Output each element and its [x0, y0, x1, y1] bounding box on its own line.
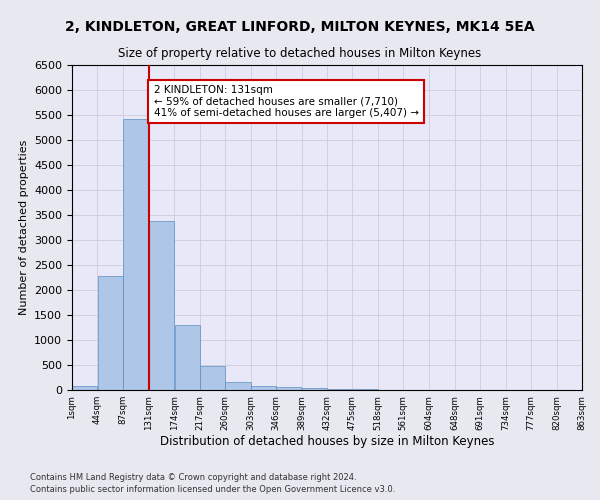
- Text: Size of property relative to detached houses in Milton Keynes: Size of property relative to detached ho…: [118, 48, 482, 60]
- Bar: [200, 366, 225, 390]
- Bar: [353, 389, 378, 390]
- Bar: [276, 387, 301, 390]
- Bar: [226, 382, 251, 390]
- Text: Contains public sector information licensed under the Open Government Licence v3: Contains public sector information licen…: [30, 486, 395, 494]
- Bar: [327, 389, 352, 390]
- X-axis label: Distribution of detached houses by size in Milton Keynes: Distribution of detached houses by size …: [160, 436, 494, 448]
- Bar: [72, 386, 97, 390]
- Bar: [123, 118, 148, 390]
- Y-axis label: Number of detached properties: Number of detached properties: [19, 140, 29, 315]
- Bar: [251, 386, 276, 390]
- Bar: [149, 220, 174, 390]
- Text: 2 KINDLETON: 131sqm
← 59% of detached houses are smaller (7,710)
41% of semi-det: 2 KINDLETON: 131sqm ← 59% of detached ho…: [154, 85, 419, 118]
- Text: 2, KINDLETON, GREAT LINFORD, MILTON KEYNES, MK14 5EA: 2, KINDLETON, GREAT LINFORD, MILTON KEYN…: [65, 20, 535, 34]
- Bar: [98, 276, 123, 390]
- Text: Contains HM Land Registry data © Crown copyright and database right 2024.: Contains HM Land Registry data © Crown c…: [30, 473, 356, 482]
- Bar: [302, 388, 327, 390]
- Bar: [175, 324, 200, 390]
